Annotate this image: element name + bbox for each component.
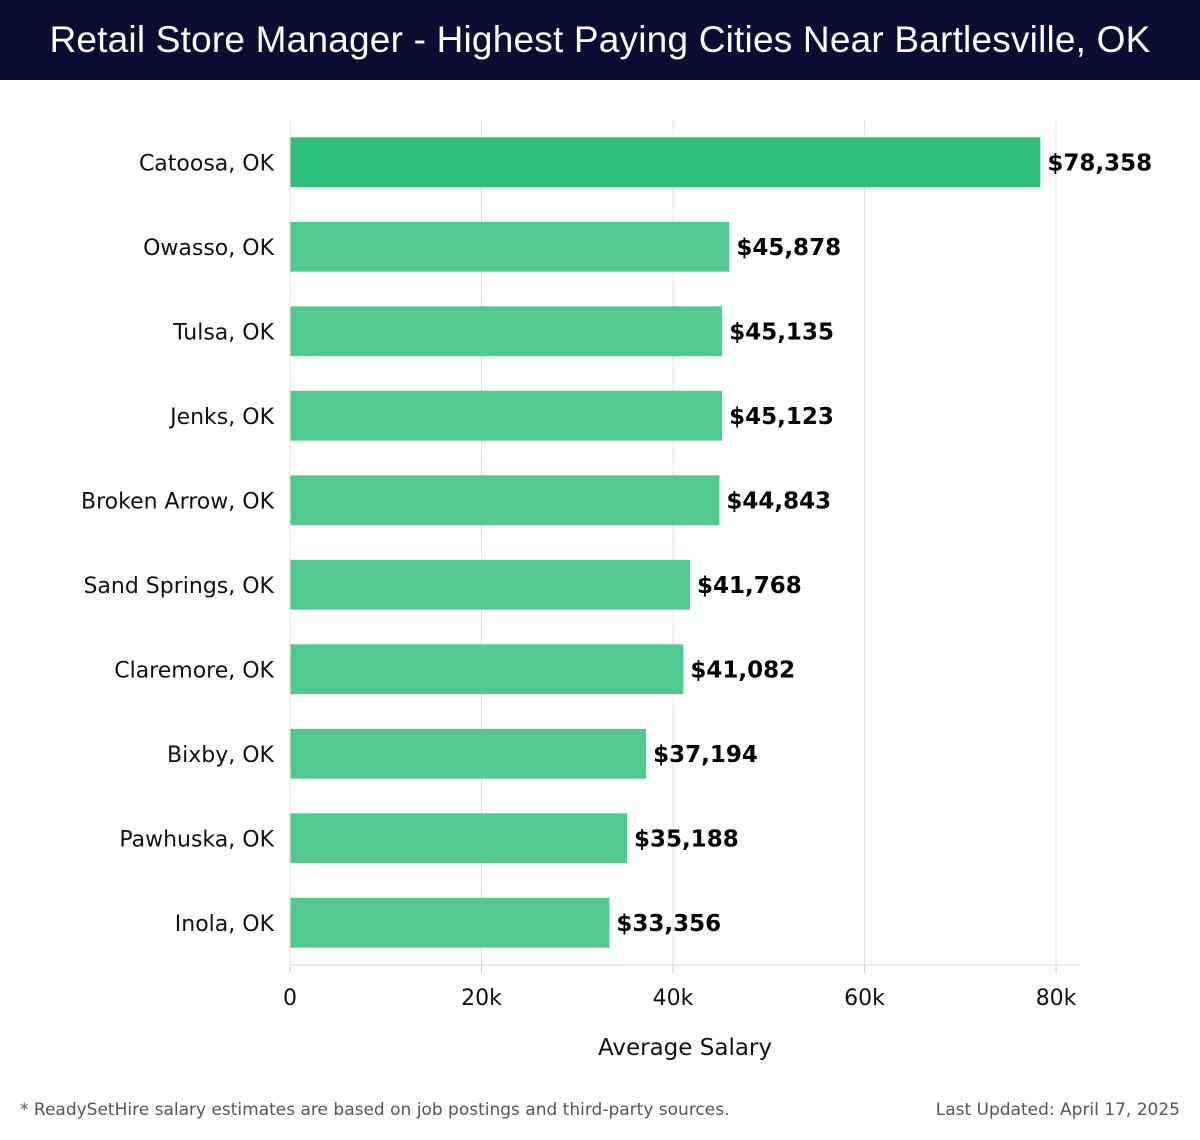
x-tick-label: 0	[283, 986, 297, 1011]
x-axis-title: Average Salary	[598, 1035, 772, 1061]
value-label: $45,878	[736, 235, 841, 261]
last-updated: Last Updated: April 17, 2025	[935, 1100, 1180, 1120]
value-label: $44,843	[726, 488, 831, 514]
bars	[290, 137, 1041, 948]
category-label: Broken Arrow, OK	[81, 489, 275, 514]
bar	[290, 728, 647, 779]
bar	[290, 137, 1041, 188]
footer-note: * ReadySetHire salary estimates are base…	[20, 1100, 730, 1120]
bar	[290, 306, 723, 357]
value-label: $41,768	[697, 573, 802, 599]
x-axis: 0 20k 40k 60k 80k	[283, 120, 1080, 1011]
category-label: Pawhuska, OK	[119, 827, 274, 852]
value-label: $45,135	[729, 319, 834, 345]
value-label: $41,082	[690, 657, 795, 683]
value-label: $35,188	[634, 826, 739, 852]
bar-chart: Catoosa, OK Owasso, OK Tulsa, OK Jenks, OK B…	[81, 120, 1152, 1061]
value-label: $78,358	[1047, 150, 1152, 176]
bar	[290, 897, 610, 948]
bar	[290, 559, 690, 610]
x-tick-label: 40k	[653, 986, 694, 1011]
category-label: Sand Springs, OK	[83, 574, 274, 599]
value-label: $33,356	[616, 911, 721, 937]
value-label: $45,123	[729, 404, 834, 430]
value-labels: $78,358 $45,878 $45,135 $45,123 $44,843 $41,7…	[616, 150, 1152, 937]
category-label: Bixby, OK	[167, 743, 275, 768]
x-tick-label: 20k	[461, 986, 502, 1011]
category-label: Claremore, OK	[114, 658, 274, 683]
x-tick-label: 60k	[844, 986, 885, 1011]
category-label: Catoosa, OK	[139, 151, 275, 176]
bar	[290, 221, 730, 272]
chart-title: Retail Store Manager - Highest Paying Ci…	[49, 19, 1151, 60]
bar	[290, 390, 723, 441]
value-label: $37,194	[653, 742, 758, 768]
category-label: Jenks, OK	[168, 405, 274, 430]
bar	[290, 813, 627, 864]
x-tick-label: 80k	[1036, 986, 1077, 1011]
category-labels: Catoosa, OK Owasso, OK Tulsa, OK Jenks, OK B…	[81, 151, 275, 937]
category-label: Inola, OK	[175, 912, 275, 937]
chart-header: Retail Store Manager - Highest Paying Ci…	[0, 0, 1200, 80]
bar	[290, 475, 720, 526]
category-label: Owasso, OK	[143, 236, 274, 261]
bar	[290, 644, 684, 695]
category-label: Tulsa, OK	[172, 320, 274, 345]
